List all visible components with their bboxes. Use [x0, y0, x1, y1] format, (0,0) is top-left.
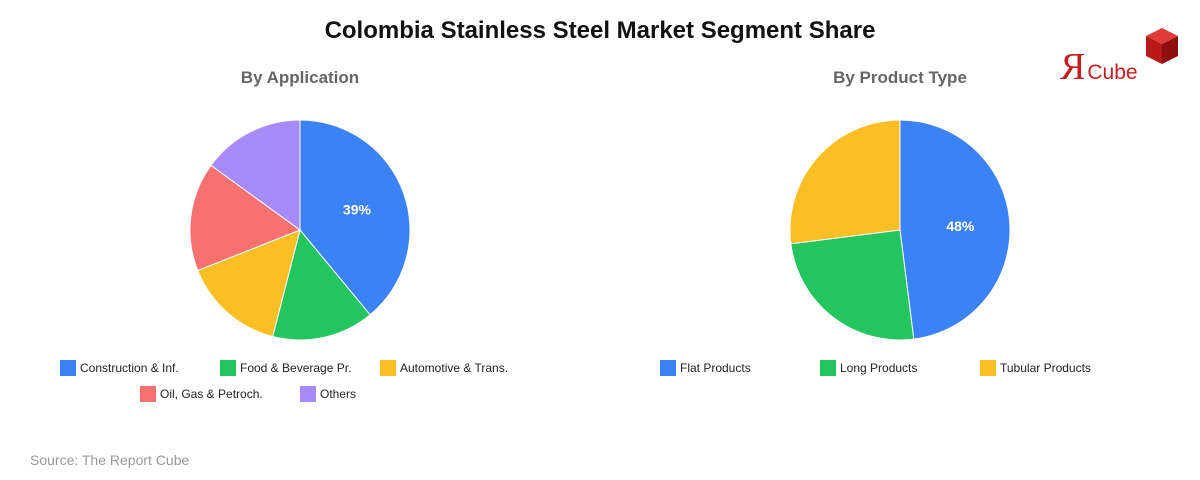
legend-swatch [380, 360, 396, 376]
pie-slice-construction-inf [299, 119, 411, 316]
legend-label: Construction & Inf. [80, 361, 179, 375]
legend-swatch [140, 386, 156, 402]
legend-label: Oil, Gas & Petroch. [160, 387, 263, 401]
cube-right-face [1162, 36, 1178, 64]
pie-slice-tubular-products [789, 119, 901, 245]
cube-left-face [1146, 36, 1162, 64]
source-note: Source: The Report Cube [30, 452, 190, 468]
pie-slice-long-products [790, 229, 915, 341]
logo-word: Cube [1087, 61, 1138, 84]
pie-slice-oil-gas-petroch [189, 164, 302, 272]
legend-swatch [300, 386, 316, 402]
application-pie-title: By Application [240, 68, 360, 87]
product-type-pie-title: By Product Type [833, 68, 967, 87]
chart-title: Colombia Stainless Steel Market Segment … [324, 17, 876, 44]
pie-slice-automotive-trans [197, 229, 301, 338]
product-type-pie-panel: By Product Type 48% Flat Products Long Pr… [600, 62, 1200, 422]
product-type-pie: 48% [789, 119, 1011, 341]
slice-value-label-construction-inf: 39% [343, 202, 372, 218]
pie-slice-food-beverage-pr [272, 228, 371, 341]
legend-swatch [980, 360, 996, 376]
cube-icon [1146, 28, 1178, 64]
application-pie: 39% [189, 119, 411, 341]
logo-text: RCube [1060, 46, 1138, 88]
application-pie-panel: By Application 39% Construction & Inf. Fo… [0, 62, 600, 422]
legend-swatch [820, 360, 836, 376]
pie-slice-others [210, 119, 301, 231]
legend-label: Others [320, 387, 357, 401]
legend-label: Automotive & Trans. [400, 361, 509, 375]
legend-label: Long Products [840, 361, 918, 375]
legend-label: Food & Beverage Pr. [240, 361, 352, 375]
legend-swatch [220, 360, 236, 376]
legend-label: Tubular Products [1000, 361, 1091, 375]
legend-label: Flat Products [680, 361, 751, 375]
pie-slice-flat-products [899, 119, 1011, 340]
report-cube-logo: RCube [1060, 26, 1184, 88]
legend-swatch [60, 360, 76, 376]
legend-swatch [660, 360, 676, 376]
slice-value-label-flat-products: 48% [946, 218, 975, 234]
